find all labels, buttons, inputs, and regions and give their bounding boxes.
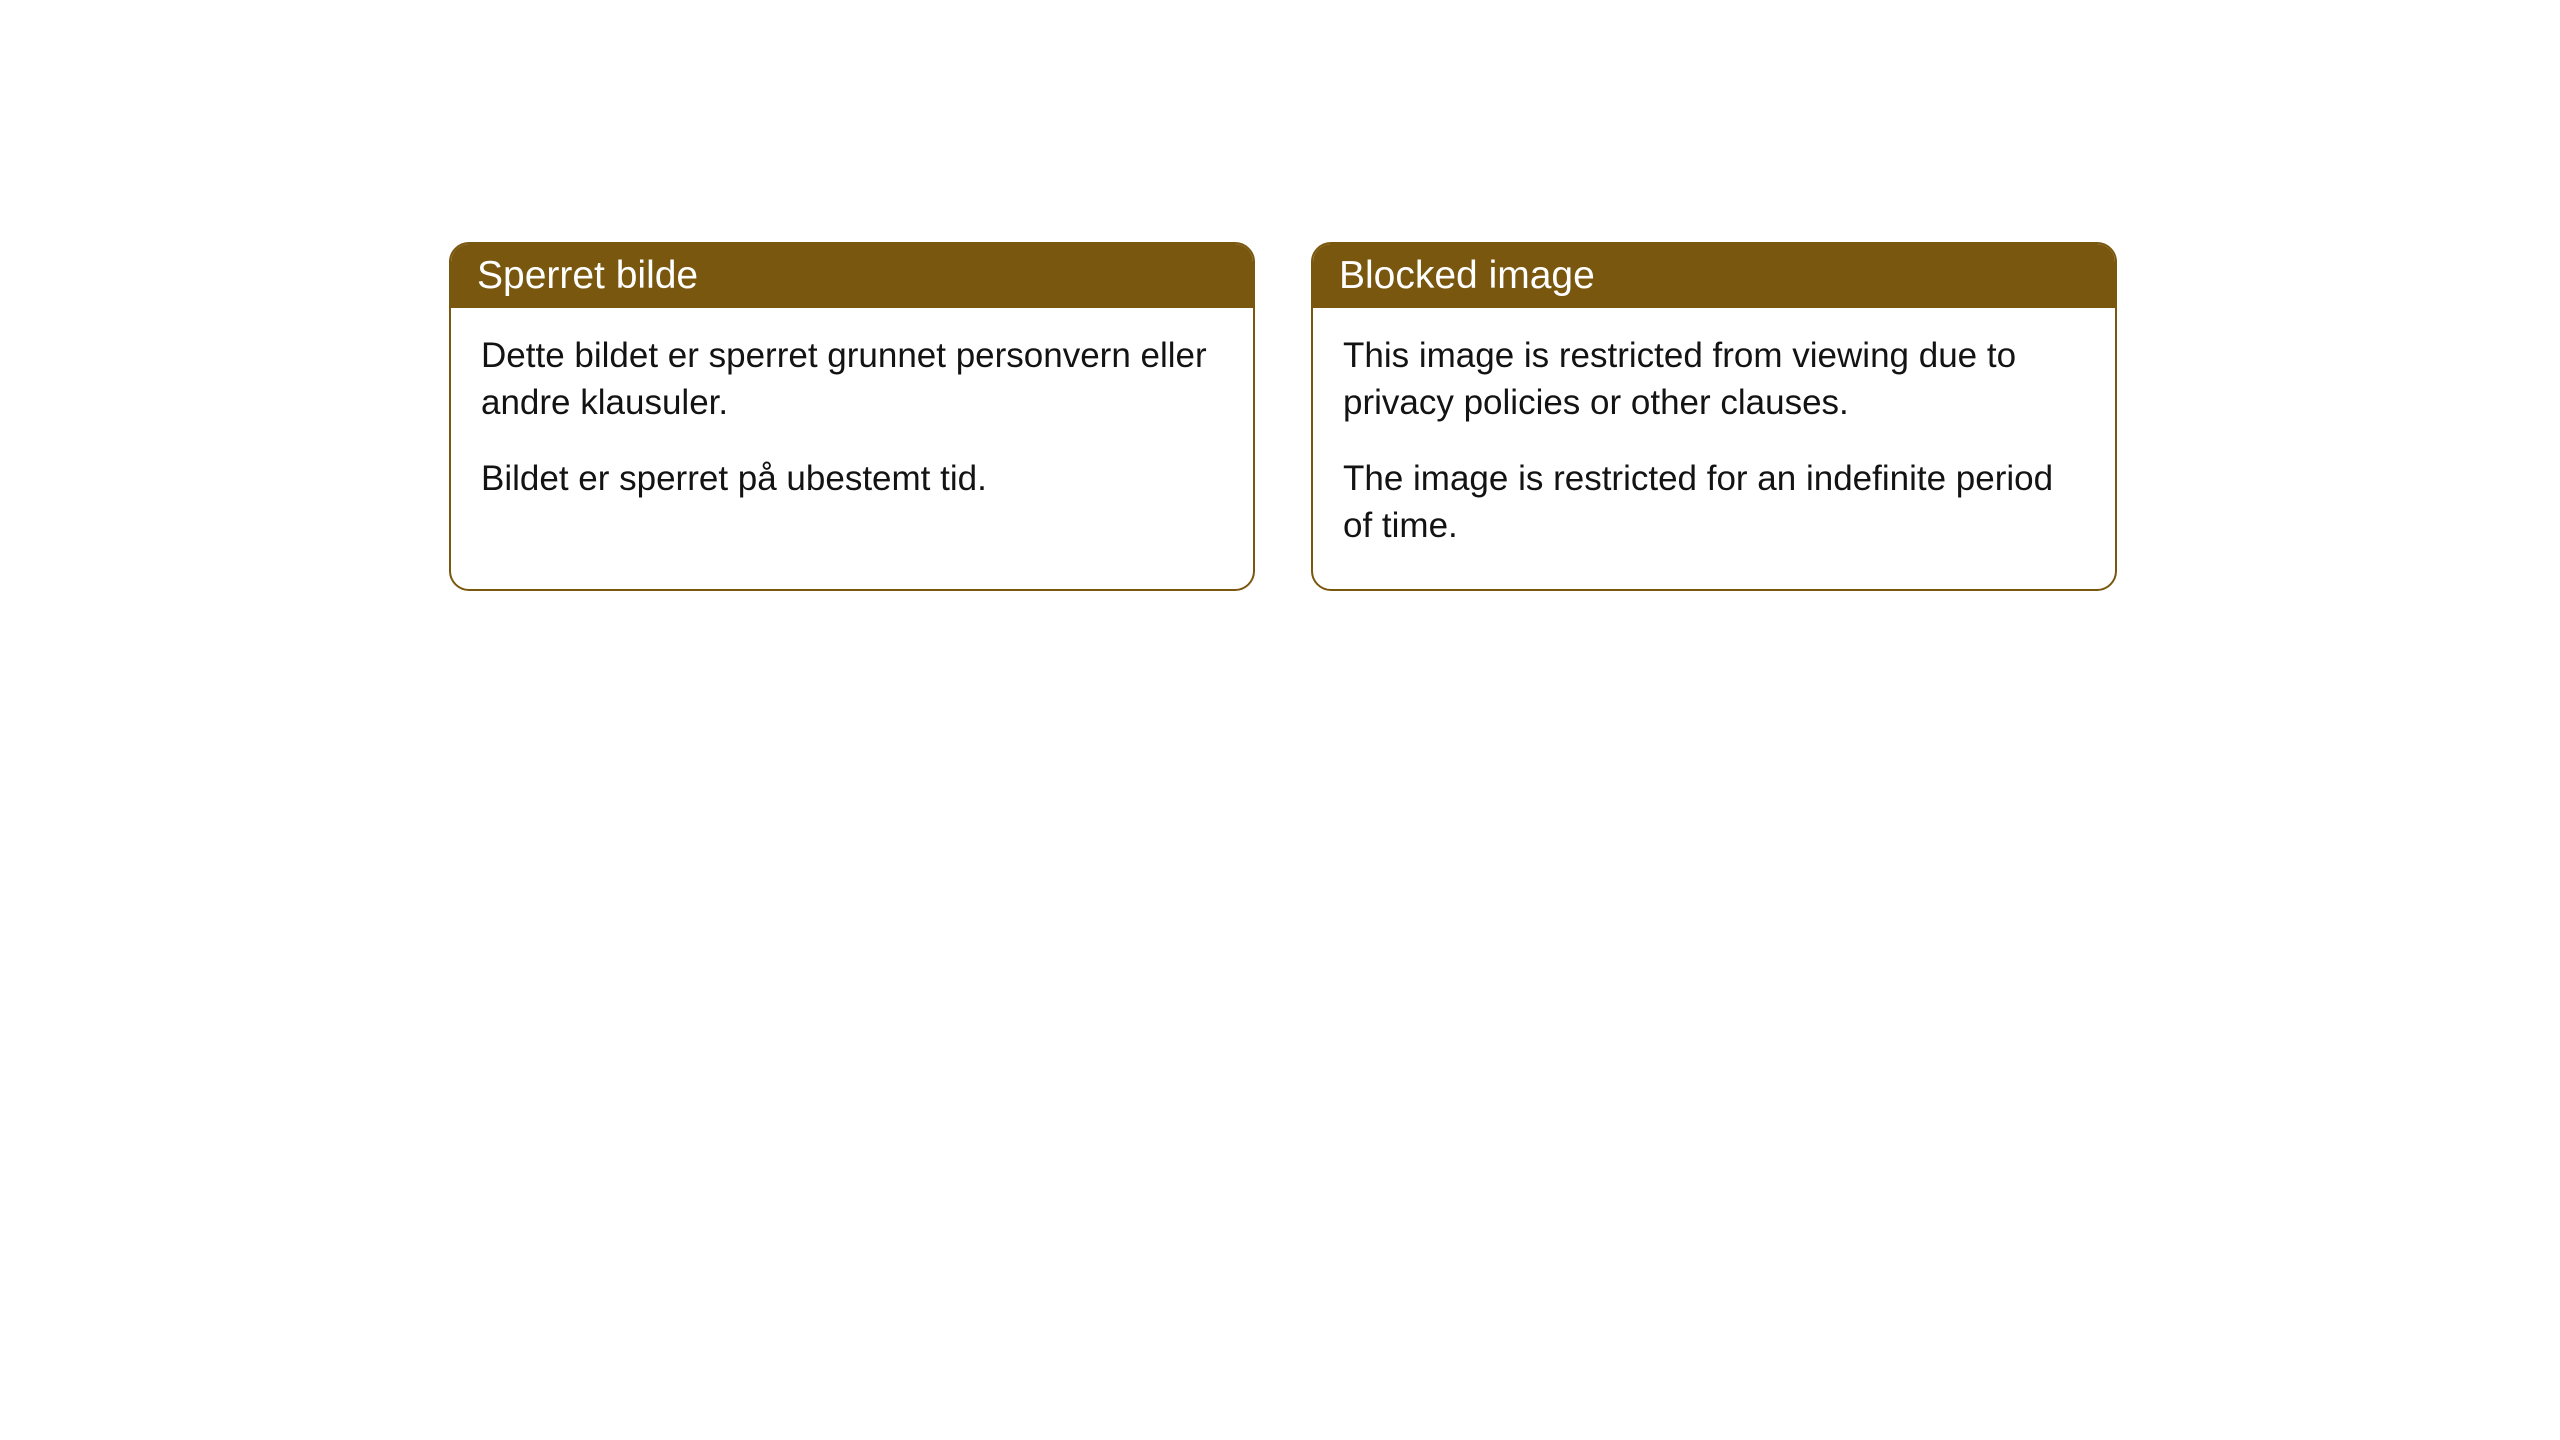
card-paragraph: Dette bildet er sperret grunnet personve… <box>481 332 1223 427</box>
notice-cards-container: Sperret bilde Dette bildet er sperret gr… <box>0 0 2560 591</box>
card-body: Dette bildet er sperret grunnet personve… <box>451 308 1253 542</box>
card-paragraph: The image is restricted for an indefinit… <box>1343 455 2085 550</box>
card-paragraph: This image is restricted from viewing du… <box>1343 332 2085 427</box>
card-title: Sperret bilde <box>477 254 698 297</box>
blocked-image-card-norwegian: Sperret bilde Dette bildet er sperret gr… <box>449 242 1255 591</box>
card-header: Blocked image <box>1313 244 2115 308</box>
blocked-image-card-english: Blocked image This image is restricted f… <box>1311 242 2117 591</box>
card-header: Sperret bilde <box>451 244 1253 308</box>
card-title: Blocked image <box>1339 254 1595 297</box>
card-paragraph: Bildet er sperret på ubestemt tid. <box>481 455 1223 502</box>
card-body: This image is restricted from viewing du… <box>1313 308 2115 589</box>
